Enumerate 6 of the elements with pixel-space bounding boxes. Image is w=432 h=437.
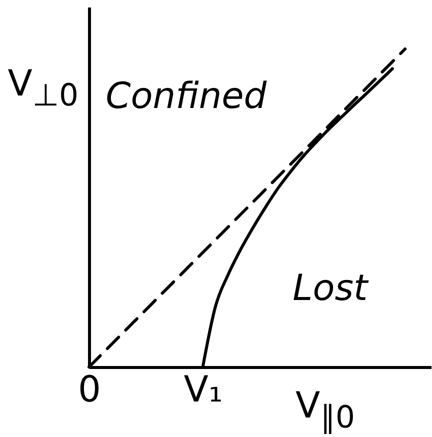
y-axis-title: V$_{⊥0}$ [8, 64, 78, 114]
x-tick-label: V₁ [184, 370, 223, 410]
x-tick-label: 0 [78, 370, 101, 410]
x-axis-title: V$_{∥0}$ [296, 386, 355, 436]
annotation: Lost [292, 268, 370, 309]
annotation: Confined [106, 76, 268, 117]
